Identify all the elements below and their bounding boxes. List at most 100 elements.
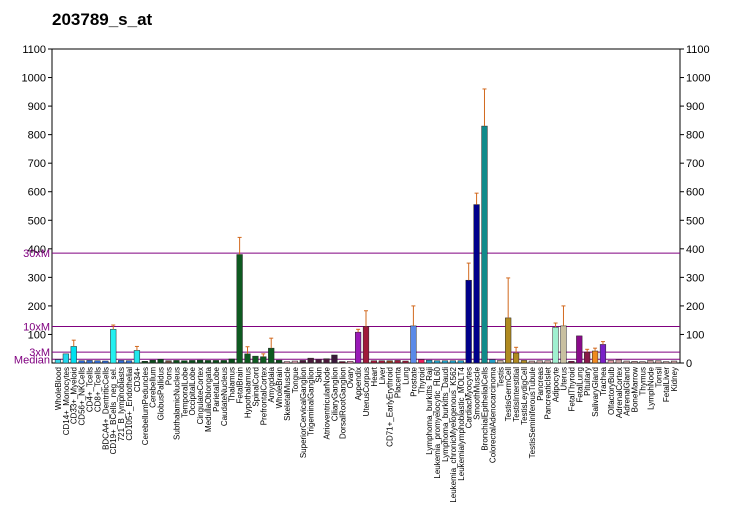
y-tick-label-right: 0 (686, 358, 692, 370)
bar (386, 360, 393, 364)
reference-line-label: 30xM (23, 248, 50, 260)
bar (236, 254, 243, 364)
bar (639, 361, 646, 364)
category-label: CD34+ (133, 367, 142, 392)
bar (378, 360, 385, 364)
category-label: FetalLiver (662, 367, 671, 402)
bar (457, 360, 464, 364)
y-tick-label-left: 700 (28, 158, 46, 170)
category-label: LymphNode (646, 366, 655, 409)
bar (410, 325, 417, 364)
category-label: SalivaryGland (591, 367, 600, 417)
bar (54, 359, 62, 364)
bar (347, 361, 354, 364)
category-label: Thymus (638, 367, 647, 395)
y-tick-label-right: 100 (686, 329, 704, 341)
bar (276, 359, 283, 364)
bar (173, 360, 180, 364)
bar (631, 361, 638, 364)
category-label: PancreaticIslet (544, 366, 553, 419)
category-label: Tonsil (654, 367, 663, 388)
bar (418, 359, 425, 364)
bar (426, 359, 433, 364)
category-label: Ovary (346, 367, 355, 388)
bar (299, 360, 306, 364)
category-label: Heart (370, 366, 379, 386)
y-tick-label-left: 100 (28, 329, 46, 341)
category-label: Uterus (559, 367, 568, 391)
bar (102, 360, 109, 364)
category-label: Leukemialymphoblastic_MOLT4 (457, 366, 466, 480)
category-label: CD14+_Monocytes (62, 367, 71, 435)
category-label: ColorectalAdenocarcinoma (488, 366, 497, 463)
bar (355, 331, 362, 364)
category-label: Pancreas (536, 367, 545, 401)
category-label: Testis (496, 367, 505, 387)
category-label: CaudateNucleus (220, 367, 229, 426)
category-label: WholeBrain (275, 367, 284, 408)
bar (362, 326, 370, 364)
category-label: SpinalCord (251, 367, 260, 407)
bar (189, 360, 196, 364)
bar (204, 360, 212, 364)
category-label: CD19+_BCells_neg_sel. (109, 367, 118, 454)
y-tick-label-left: 400 (28, 244, 46, 256)
bar (528, 360, 535, 364)
category-label: UterusCorpus (362, 367, 371, 416)
y-tick-label-right: 900 (686, 101, 704, 113)
category-label: 721_B_lymphoblasts (117, 367, 126, 441)
bar (118, 360, 125, 364)
bar (315, 359, 322, 364)
bar (473, 204, 480, 364)
bar (212, 360, 220, 364)
category-label: Pituitary (583, 367, 592, 396)
category-label: CiliaryGanglion (330, 367, 339, 421)
category-label: AdrenalGland (623, 367, 632, 416)
bar (441, 360, 449, 364)
bar (149, 359, 156, 364)
y-tick-label-left: 500 (28, 215, 46, 227)
category-label: Amygdala (267, 366, 276, 402)
category-label: BoneMarrow (631, 367, 640, 413)
category-label: CD4+_Tcells (86, 367, 95, 412)
category-label: TestisInterstitial (512, 367, 521, 422)
category-label: FetalThyroid (567, 367, 576, 411)
bar (86, 360, 93, 364)
category-label: DorsalRootGanglion (338, 367, 347, 439)
category-label: Thyroid (417, 367, 426, 394)
bar (489, 359, 496, 364)
category-label: PrefrontalCortex (259, 367, 268, 425)
bar (141, 361, 148, 364)
category-label: CD56+_NKCells (78, 367, 87, 425)
bar (449, 360, 456, 364)
y-tick-label-right: 300 (686, 272, 704, 284)
y-tick-label-left: 1000 (22, 73, 46, 85)
reference-line-label: 10xM (23, 321, 50, 333)
y-tick-label-right: 200 (686, 301, 704, 313)
y-tick-label-left: 600 (28, 187, 46, 199)
bar (62, 353, 69, 364)
category-label: SkeletalMuscle (283, 366, 292, 420)
category-label: FetalLung (575, 367, 584, 403)
category-label: Kidney (670, 367, 679, 391)
bar (663, 361, 670, 364)
category-label: Trachea (599, 366, 608, 396)
bar (647, 360, 654, 364)
bar (260, 356, 267, 364)
category-label: CD105+_Endothelial (125, 367, 134, 441)
bar (125, 360, 133, 364)
category-label: Lymphoma_burkitts_Raji (425, 367, 434, 455)
bar (655, 360, 662, 364)
category-label: TestisSeminiferousTubule (528, 366, 537, 458)
bar (268, 347, 275, 364)
chart-title: 203789_s_at (52, 10, 153, 29)
category-label: Lung (401, 367, 410, 385)
bar (505, 317, 512, 364)
y-tick-label-left: 200 (28, 301, 46, 313)
bar (165, 360, 172, 364)
category-label: Skin (315, 367, 324, 383)
category-label: TemporalLobe (180, 366, 189, 417)
bar (599, 344, 607, 364)
bar (197, 359, 204, 364)
